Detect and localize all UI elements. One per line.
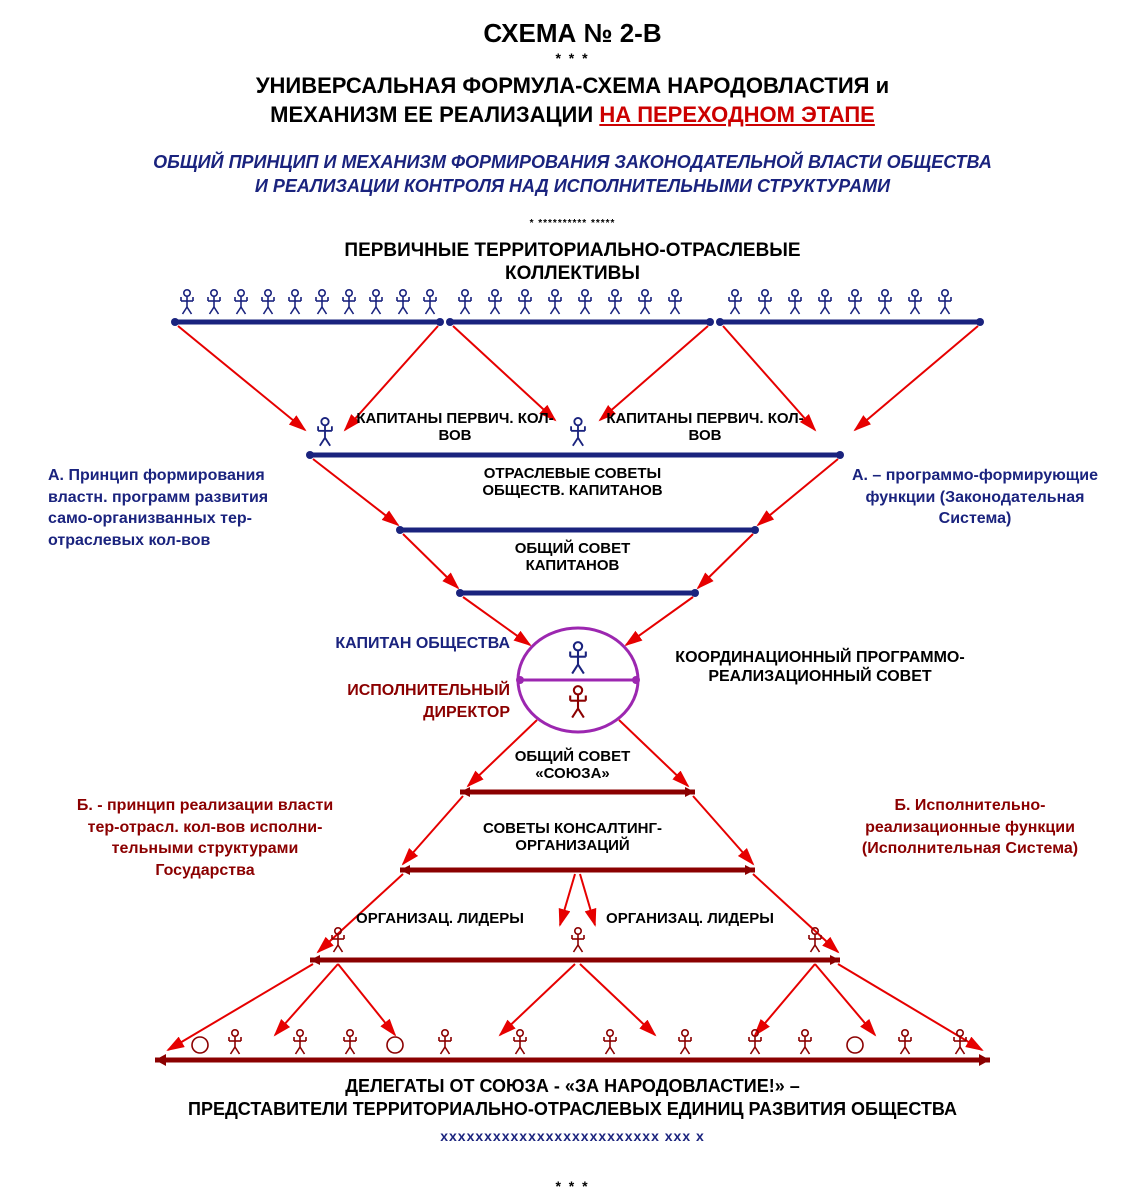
bottom-line1: ДЕЛЕГАТЫ ОТ СОЮЗА - «ЗА НАРОДОВЛАСТИЕ!» … (345, 1076, 800, 1096)
level6-label: СОВЕТЫ КОНСАЛТИНГ-ОРГАНИЗАЦИЙ (453, 820, 693, 855)
level7-label-left: ОРГАНИЗАЦ. ЛИДЕРЫ (355, 910, 525, 927)
level1-title: ПЕРВИЧНЫЕ ТЕРРИТОРИАЛЬНО-ОТРАСЛЕВЫЕ КОЛЛ… (286, 240, 859, 286)
title-block: УНИВЕРСАЛЬНАЯ ФОРМУЛА-СХЕМА НАРОДОВЛАСТИ… (73, 72, 1073, 129)
title-stars: * * * (555, 50, 589, 66)
bottom-line2: ПРЕДСТАВИТЕЛИ ТЕРРИТОРИАЛЬНО-ОТРАСЛЕВЫХ … (188, 1099, 957, 1119)
stars-tiny: * ********** ***** (530, 218, 616, 229)
diagram-page: СХЕМА № 2-В * * * УНИВЕРСАЛЬНАЯ ФОРМУЛА-… (0, 0, 1145, 1200)
top-group-1 (181, 290, 436, 314)
annotation-a-right: А. – программо-формирующие функции (Зако… (845, 465, 1105, 530)
level3-label: ОТРАСЛЕВЫЕ СОВЕТЫ ОБЩЕСТВ. КАПИТАНОВ (443, 465, 703, 500)
top-group-2 (459, 290, 681, 314)
center-top-label: КАПИТАН ОБЩЕСТВА (290, 633, 510, 655)
title-main: СХЕМА № 2-В (483, 18, 661, 49)
bottom-stars: * * * (555, 1178, 589, 1194)
level5-label: ОБЩИЙ СОВЕТ «СОЮЗА» (483, 748, 663, 783)
annotation-b-left: Б. - принцип реализации власти тер-отрас… (60, 795, 350, 881)
level2-label-right: КАПИТАНЫ ПЕРВИЧ. КОЛ-ВОВ (600, 410, 810, 445)
annotation-a-left: А. Принцип формирования властн. программ… (48, 465, 313, 551)
level4-label: ОБЩИЙ СОВЕТ КАПИТАНОВ (473, 540, 673, 575)
title-line1: УНИВЕРСАЛЬНАЯ ФОРМУЛА-СХЕМА НАРОДОВЛАСТИ… (256, 73, 889, 98)
bottom-label: ДЕЛЕГАТЫ ОТ СОЮЗА - «ЗА НАРОДОВЛАСТИЕ!» … (73, 1075, 1073, 1122)
subtitle-line2: И РЕАЛИЗАЦИИ КОНТРОЛЯ НАД ИСПОЛНИТЕЛЬНЫМ… (255, 176, 890, 196)
xxx-line: xxxxxxxxxxxxxxxxxxxxxxxxx xxx x (440, 1128, 705, 1144)
level7-label-right: ОРГАНИЗАЦ. ЛИДЕРЫ (605, 910, 775, 927)
title-line2b: НА ПЕРЕХОДНОМ ЭТАПЕ (599, 102, 875, 127)
level2-label-left: КАПИТАНЫ ПЕРВИЧ. КОЛ-ВОВ (350, 410, 560, 445)
center-bottom-label: ИСПОЛНИТЕЛЬНЫЙ ДИРЕКТОР (290, 680, 510, 723)
annotation-b-right: Б. Исполнительно-реализационные функции … (835, 795, 1105, 860)
center-right-label: КООРДИНАЦИОННЫЙ ПРОГРАММО-РЕАЛИЗАЦИОННЫЙ… (660, 648, 980, 686)
subtitle-block: ОБЩИЙ ПРИНЦИП И МЕХАНИЗМ ФОРМИРОВАНИЯ ЗА… (43, 150, 1103, 199)
title-line2a: МЕХАНИЗМ ЕЕ РЕАЛИЗАЦИИ (270, 102, 599, 127)
bottom-delegates (192, 1030, 966, 1054)
subtitle-line1: ОБЩИЙ ПРИНЦИП И МЕХАНИЗМ ФОРМИРОВАНИЯ ЗА… (153, 152, 992, 172)
top-group-3 (729, 290, 951, 314)
